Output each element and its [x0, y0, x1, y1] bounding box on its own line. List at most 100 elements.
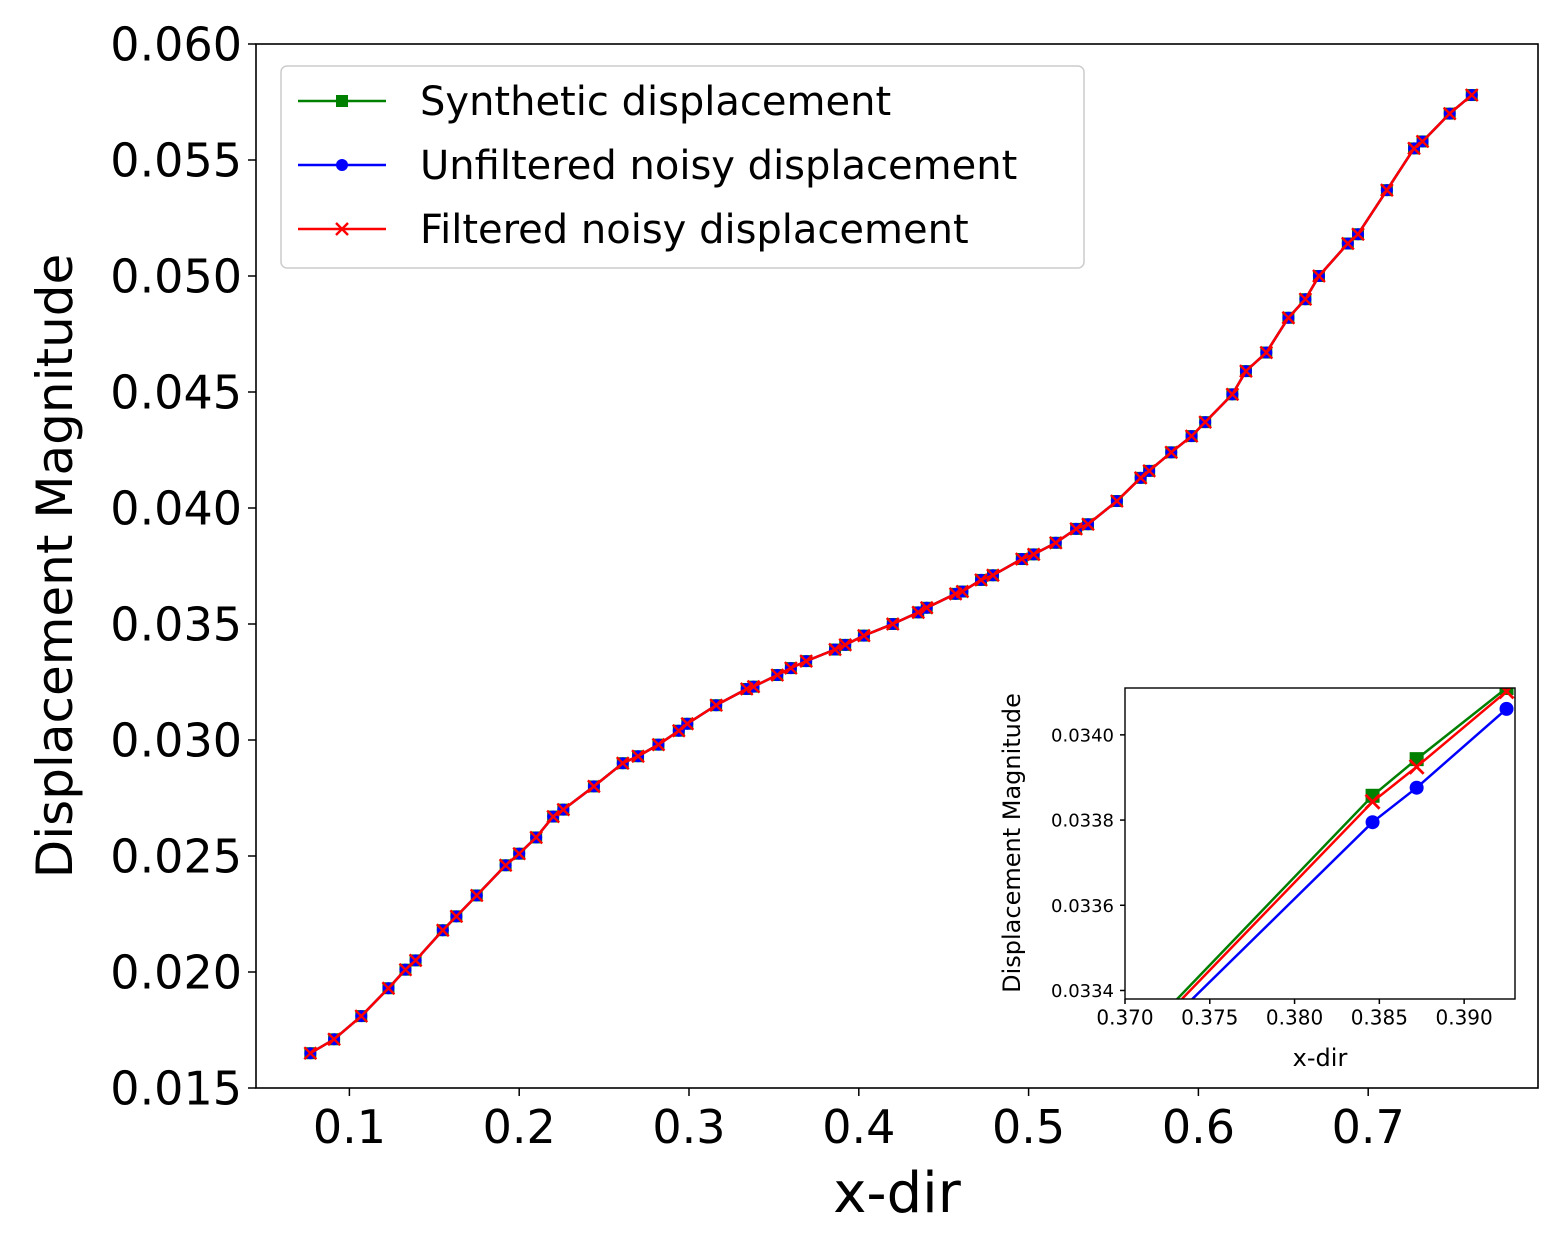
main-y-tick-label: 0.045: [110, 366, 242, 420]
legend-item: Synthetic displacement: [298, 79, 891, 125]
main-data-point: [1026, 547, 1041, 562]
inset-data-point: [1064, 1111, 1078, 1125]
main-data-point: [709, 698, 724, 713]
main-data-point: [1464, 88, 1479, 102]
inset-plot-frame: [1124, 687, 1516, 1000]
legend-marker: [336, 159, 348, 171]
inset-data-point: [1499, 701, 1514, 716]
main-data-point: [919, 600, 934, 615]
inset-series-line: [1180, 690, 1508, 999]
inset-data-point: [1409, 780, 1424, 795]
legend-items: Synthetic displacement Unfiltered noisy d…: [298, 79, 1017, 253]
main-x-ticks: 0.1 0.2 0.3 0.4 0.5 0.6 0.7: [313, 1088, 1405, 1154]
main-data-point: [784, 661, 798, 675]
main-series-2: [303, 88, 1479, 1061]
main-data-point: [1048, 535, 1063, 550]
main-data-point: [1281, 310, 1296, 325]
main-data-point: [498, 858, 513, 873]
main-x-tick-label: 0.1: [313, 1100, 386, 1154]
main-x-tick-label: 0.2: [483, 1100, 556, 1154]
inset-series-2: [1064, 688, 1515, 1121]
main-x-tick-label: 0.7: [1332, 1100, 1405, 1154]
inset-data-point: [1064, 1103, 1078, 1117]
inset-series-line: [1190, 707, 1508, 999]
main-y-tick-label: 0.050: [110, 250, 242, 304]
main-y-tick-label: 0.025: [110, 830, 242, 884]
inset-x-axis-title: x-dir: [1293, 1044, 1348, 1072]
main-data-point: [1298, 292, 1313, 307]
main-data-point: [1164, 445, 1179, 460]
main-data-point: [408, 953, 423, 968]
main-data-point: [631, 749, 645, 764]
main-y-tick-label: 0.015: [110, 1062, 242, 1116]
inset-data-point: [1364, 793, 1381, 810]
main-data-point: [986, 568, 1000, 583]
main-data-point: [838, 638, 853, 652]
inset-data-point: [1498, 688, 1515, 700]
inset-data-point: [1064, 1107, 1078, 1121]
inset-y-axis-title: Displacement Magnitude: [998, 693, 1026, 993]
main-data-point: [1184, 429, 1199, 443]
inset-data-point: [1365, 815, 1380, 830]
inset-data-point: [1408, 758, 1425, 775]
main-x-tick-label: 0.4: [822, 1100, 895, 1154]
main-chart: 0.1 0.2 0.3 0.4 0.5 0.6 0.7 0.0150.0200.0250.0…: [26, 18, 1539, 1226]
main-y-tick-label: 0.055: [110, 134, 242, 188]
main-data-point: [1259, 345, 1274, 360]
main-x-axis-title: x-dir: [833, 1161, 961, 1226]
inset-x-tick-label: 0.385: [1351, 1005, 1408, 1029]
main-data-point: [327, 1032, 341, 1047]
main-y-tick-label: 0.035: [110, 598, 242, 652]
main-data-point: [381, 981, 396, 996]
main-y-axis-title: Displacement Magnitude: [26, 254, 84, 879]
main-data-point: [799, 654, 814, 668]
main-x-tick-label: 0.6: [1162, 1100, 1235, 1154]
main-data-point: [615, 756, 630, 771]
main-y-ticks: 0.015 0.020 0.025 0.030 0.035 0.040 0.045 0.050…: [110, 18, 256, 1116]
inset-y-tick-label: 0.0334: [1051, 981, 1114, 1002]
main-data-point: [911, 605, 926, 620]
main-data-point: [974, 573, 988, 587]
main-y-tick-label: 0.040: [110, 482, 242, 536]
main-data-point: [857, 628, 871, 643]
main-data-point: [1142, 464, 1156, 478]
inset-chart: 0.370 0.375 0.380 0.385 0.390 0.03340.03360.…: [998, 687, 1516, 1125]
main-data-point: [529, 830, 544, 845]
main-y-tick-label: 0.020: [110, 946, 242, 1000]
legend-box: [280, 65, 1085, 269]
main-data-point: [680, 716, 695, 731]
main-data-point: [1069, 522, 1083, 536]
inset-x-tick-label: 0.390: [1435, 1005, 1492, 1029]
main-data-point: [556, 802, 571, 817]
inset-y-tick-label: 0.0340: [1051, 725, 1114, 746]
main-data-point: [1198, 415, 1213, 430]
main-data-point: [512, 846, 527, 861]
inset-series-line: [1175, 688, 1508, 999]
main-data-point: [546, 809, 561, 824]
main-data-point: [1442, 106, 1457, 121]
inset-y-tick-label: 0.0336: [1051, 896, 1114, 917]
main-data-point: [1014, 552, 1029, 566]
main-data-point: [1239, 364, 1253, 378]
main-plot-frame: [255, 43, 1539, 1089]
legend-marker: [336, 95, 348, 107]
inset-x-tick-label: 0.370: [1096, 1005, 1153, 1029]
main-series-group: [303, 88, 1479, 1061]
main-data-point: [469, 888, 484, 903]
main-data-point: [1312, 269, 1326, 283]
main-data-point: [449, 909, 464, 924]
legend-label: Synthetic displacement: [420, 79, 891, 125]
main-data-point: [651, 737, 666, 752]
main-data-point: [828, 642, 842, 657]
inset-x-ticks: 0.370 0.375 0.380 0.385 0.390: [1096, 999, 1493, 1029]
main-y-tick-label: 0.060: [110, 18, 242, 72]
main-data-point: [1081, 517, 1095, 532]
main-data-point: [435, 923, 450, 938]
legend: Synthetic displacement Unfiltered noisy d…: [280, 65, 1085, 269]
main-data-point: [1351, 227, 1365, 242]
legend-item: Filtered noisy displacement: [298, 207, 969, 253]
main-data-point: [1225, 387, 1240, 402]
main-data-point: [955, 584, 970, 599]
main-data-point: [303, 1046, 318, 1061]
